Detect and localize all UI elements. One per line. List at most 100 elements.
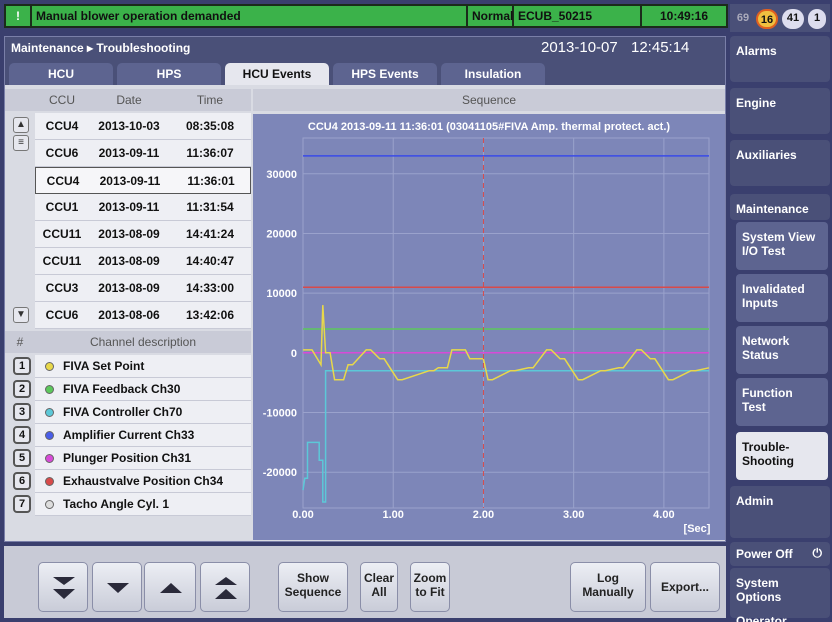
column-header-time[interactable]: Time	[169, 89, 251, 111]
scroll-thumb[interactable]: ≡	[13, 135, 29, 151]
warning-icon: !	[6, 6, 30, 26]
channel-row[interactable]: Tacho Angle Cyl. 1	[35, 493, 251, 516]
y-tick-label: 0	[291, 348, 297, 360]
alarm-time: 10:49:16	[642, 6, 726, 26]
alarm-mode: Normal	[468, 6, 513, 26]
y-tick-label: 30000	[266, 169, 297, 181]
cell-time: 11:36:07	[186, 146, 234, 160]
cell-date: 2013-08-09	[98, 281, 160, 295]
operator-label: Operator	[736, 614, 787, 622]
scroll-down-button[interactable]: ▼	[13, 307, 29, 323]
chart-svg: CCU4 2013-09-11 11:36:01 (03041105#FIVA …	[263, 121, 711, 535]
nav-function-test[interactable]: Function Test	[736, 378, 828, 426]
nav-network-status[interactable]: Network Status	[736, 326, 828, 374]
cell-time: 14:41:24	[185, 227, 235, 241]
nav-engine[interactable]: Engine	[730, 88, 830, 134]
table-row[interactable]: CCU3 2013-08-09 14:33:00	[35, 275, 251, 302]
table-row[interactable]: CCU1 2013-09-11 11:31:54	[35, 194, 251, 221]
cell-ccu: CCU6	[45, 308, 79, 322]
chart-title: CCU4 2013-09-11 11:36:01 (03041105#FIVA …	[308, 121, 670, 133]
nav-auxiliaries[interactable]: Auxiliaries	[730, 140, 830, 186]
scroll-last-button[interactable]	[200, 562, 250, 612]
scroll-first-button[interactable]	[38, 562, 88, 612]
y-tick-label: 20000	[266, 228, 297, 240]
cell-time: 11:31:54	[186, 200, 234, 214]
cell-date: 2013-08-09	[98, 227, 160, 241]
table-row[interactable]: CCU4 2013-09-11 11:36:01	[35, 167, 251, 194]
table-row[interactable]: CCU6 2013-08-06 13:42:06	[35, 302, 251, 329]
channel-number-button[interactable]: 7	[13, 495, 31, 513]
tab-hcu[interactable]: HCU	[9, 63, 113, 85]
cell-time: 14:40:47	[185, 254, 235, 268]
tab-hps[interactable]: HPS	[117, 63, 221, 85]
power-off-button[interactable]: Power Off ⏻	[730, 542, 830, 566]
channel-number-button[interactable]: 6	[13, 472, 31, 490]
cell-time: 11:36:01	[187, 174, 235, 188]
tab-hcu-events[interactable]: HCU Events	[225, 63, 329, 85]
scroll-up-button[interactable]: ▲	[13, 117, 29, 133]
channel-row[interactable]: Plunger Position Ch31	[35, 447, 251, 470]
export-button[interactable]: Export...	[650, 562, 720, 612]
breadcrumb: Maintenance ▸ Troubleshooting	[11, 41, 191, 55]
tab-insulation[interactable]: Insulation	[441, 63, 545, 85]
column-header-ccu[interactable]: CCU	[35, 89, 89, 111]
channel-row[interactable]: Amplifier Current Ch33	[35, 424, 251, 447]
clear-all-button[interactable]: Clear All	[360, 562, 398, 612]
nav-system-view[interactable]: System View I/O Test	[736, 222, 828, 270]
counter-other[interactable]: 1	[808, 9, 826, 29]
tab-hps-events[interactable]: HPS Events	[333, 63, 437, 85]
channel-color-dot-icon	[45, 408, 54, 417]
x-tick-label: 2.00	[473, 509, 494, 521]
system-options-label: System Options	[736, 576, 782, 604]
bottom-toolbar: Show Sequence Clear All Zoom to Fit Log …	[4, 546, 726, 618]
cell-ccu: CCU4	[46, 174, 80, 188]
cell-time: 13:42:06	[185, 308, 235, 322]
table-row[interactable]: CCU11 2013-08-09 14:41:24	[35, 221, 251, 248]
cell-time: 08:35:08	[185, 119, 235, 133]
table-row[interactable]: CCU11 2013-08-09 14:40:47	[35, 248, 251, 275]
channel-label: FIVA Set Point	[63, 359, 145, 373]
zoom-to-fit-button[interactable]: Zoom to Fit	[410, 562, 450, 612]
channel-color-dot-icon	[45, 431, 54, 440]
scroll-down-button-bottom[interactable]	[92, 562, 142, 612]
nav-alarms[interactable]: Alarms	[730, 36, 830, 82]
nav-admin[interactable]: Admin	[730, 486, 830, 538]
channel-header-desc: Channel description	[35, 331, 251, 353]
channel-row[interactable]: FIVA Controller Ch70	[35, 401, 251, 424]
nav-invalidated-inputs[interactable]: Invalidated Inputs	[736, 274, 828, 322]
y-tick-label: -10000	[263, 408, 297, 420]
alarm-message[interactable]: Manual blower operation demanded	[32, 6, 466, 26]
y-tick-label: 10000	[266, 288, 297, 300]
channel-number-button[interactable]: 3	[13, 403, 31, 421]
channel-color-dot-icon	[45, 477, 54, 486]
cell-ccu: CCU3	[45, 281, 79, 295]
show-sequence-button[interactable]: Show Sequence	[278, 562, 348, 612]
table-row[interactable]: CCU4 2013-10-03 08:35:08	[35, 113, 251, 140]
cell-time: 14:33:00	[185, 281, 235, 295]
column-header-date[interactable]: Date	[89, 89, 169, 111]
log-manually-button[interactable]: Log Manually	[570, 562, 646, 612]
channel-number-button[interactable]: 2	[13, 380, 31, 398]
channel-row[interactable]: Exhaustvalve Position Ch34	[35, 470, 251, 493]
nav-troubleshooting[interactable]: Trouble- Shooting	[736, 432, 828, 480]
channel-number-button[interactable]: 1	[13, 357, 31, 375]
channel-row[interactable]: FIVA Feedback Ch30	[35, 378, 251, 401]
tab-bar: HCU HPS HCU Events HPS Events Insulation	[5, 59, 725, 85]
nav-maintenance[interactable]: Maintenance	[730, 194, 830, 220]
channel-row[interactable]: FIVA Set Point	[35, 355, 251, 378]
scroll-up-button-bottom[interactable]	[144, 562, 196, 612]
counter-acknowledged[interactable]: 41	[782, 9, 804, 29]
cell-ccu: CCU11	[42, 227, 82, 241]
channel-number-button[interactable]: 4	[13, 426, 31, 444]
cell-ccu: CCU1	[45, 200, 79, 214]
channel-number-button[interactable]: 5	[13, 449, 31, 467]
counter-active[interactable]: 16	[756, 9, 778, 29]
cell-ccu: CCU6	[45, 146, 79, 160]
table-row[interactable]: CCU6 2013-09-11 11:36:07	[35, 140, 251, 167]
channel-label: Tacho Angle Cyl. 1	[63, 497, 170, 511]
y-tick-label: -20000	[263, 467, 297, 479]
sequence-chart[interactable]: CCU4 2013-09-11 11:36:01 (03041105#FIVA …	[253, 114, 725, 540]
cell-date: 2013-09-11	[98, 200, 160, 214]
system-options-panel[interactable]: System Options Operator	[730, 568, 830, 622]
double-down-arrow-icon	[53, 577, 75, 599]
